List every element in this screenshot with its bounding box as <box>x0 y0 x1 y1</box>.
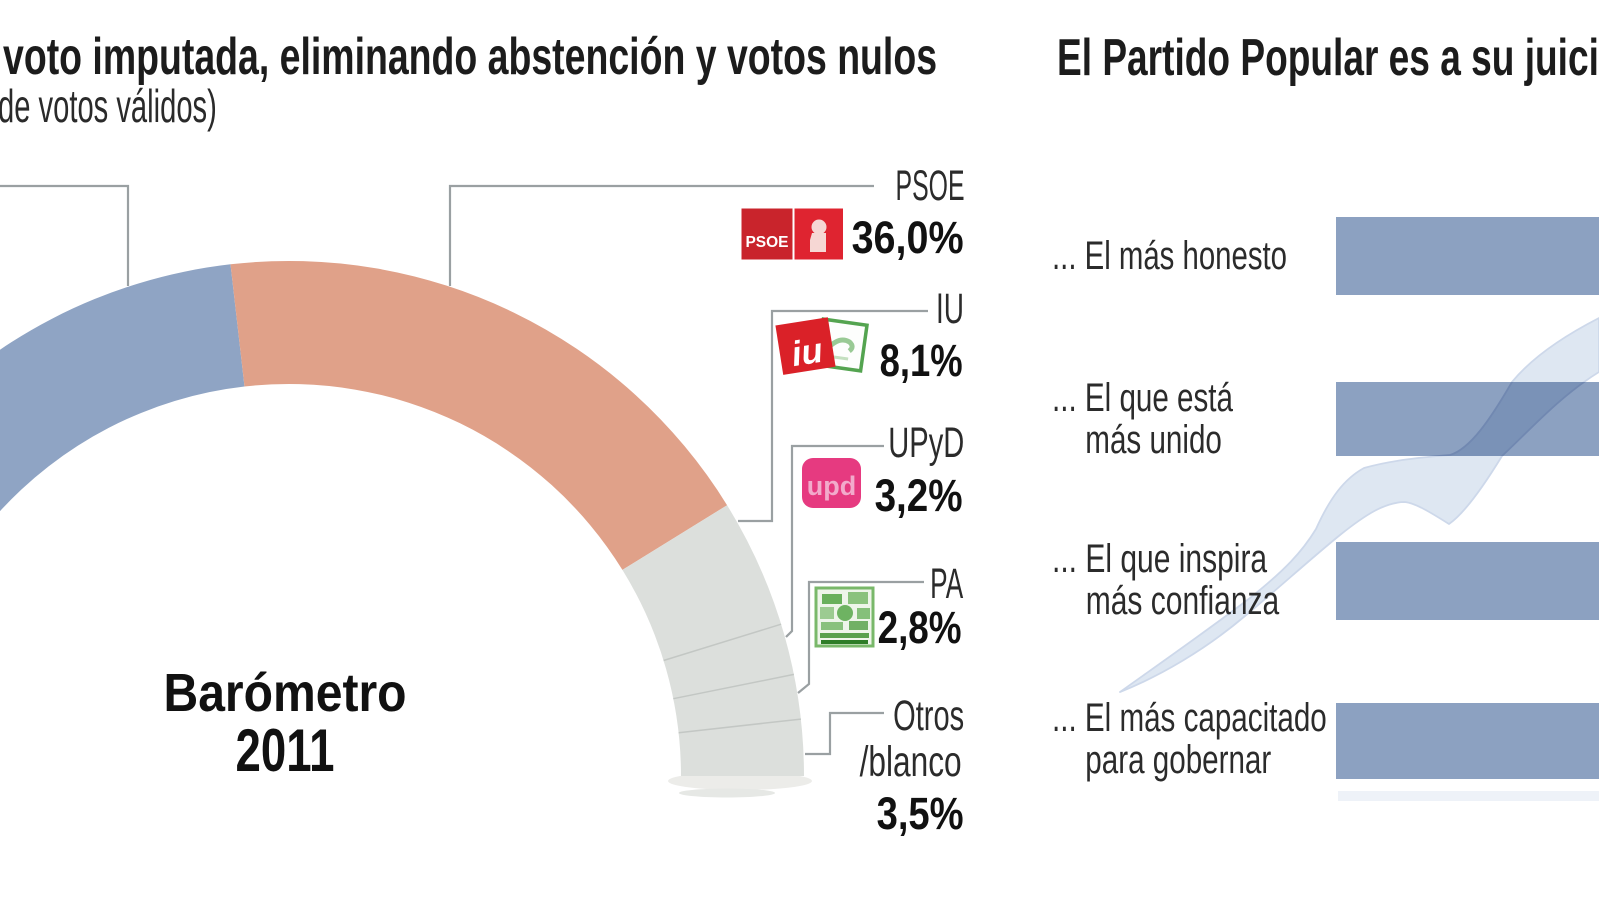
svg-text:iu: iu <box>789 331 826 374</box>
svg-text:upd: upd <box>807 471 856 501</box>
svg-text:PSOE: PSOE <box>745 234 788 251</box>
